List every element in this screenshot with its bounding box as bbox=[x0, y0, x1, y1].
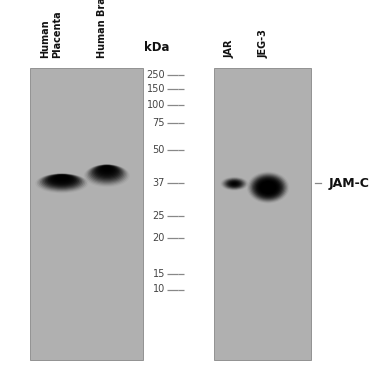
Ellipse shape bbox=[234, 183, 235, 184]
Ellipse shape bbox=[224, 178, 245, 189]
Text: 100: 100 bbox=[147, 100, 165, 110]
Ellipse shape bbox=[57, 176, 67, 179]
Ellipse shape bbox=[50, 175, 74, 184]
Ellipse shape bbox=[223, 178, 246, 190]
Ellipse shape bbox=[253, 176, 283, 199]
Bar bbox=[30, 68, 142, 360]
Ellipse shape bbox=[91, 165, 123, 182]
Ellipse shape bbox=[228, 181, 240, 187]
Ellipse shape bbox=[37, 174, 87, 192]
Ellipse shape bbox=[59, 176, 65, 178]
Ellipse shape bbox=[42, 174, 82, 189]
Ellipse shape bbox=[232, 183, 237, 185]
Ellipse shape bbox=[249, 173, 287, 202]
Ellipse shape bbox=[251, 174, 286, 201]
Ellipse shape bbox=[264, 185, 272, 190]
Text: 250: 250 bbox=[146, 70, 165, 80]
Text: kDa: kDa bbox=[144, 41, 170, 54]
Text: JEG-3: JEG-3 bbox=[258, 29, 268, 58]
Text: JAM-C: JAM-C bbox=[328, 177, 369, 189]
Ellipse shape bbox=[258, 180, 278, 195]
Bar bbox=[214, 68, 311, 360]
Ellipse shape bbox=[227, 180, 242, 188]
Ellipse shape bbox=[230, 182, 238, 186]
Ellipse shape bbox=[48, 174, 76, 186]
Ellipse shape bbox=[105, 166, 108, 168]
Ellipse shape bbox=[99, 166, 115, 174]
Ellipse shape bbox=[233, 183, 236, 184]
Text: 20: 20 bbox=[153, 233, 165, 243]
Ellipse shape bbox=[98, 165, 116, 176]
Ellipse shape bbox=[261, 182, 276, 193]
Ellipse shape bbox=[92, 165, 122, 180]
Ellipse shape bbox=[89, 165, 124, 183]
Text: 50: 50 bbox=[153, 145, 165, 155]
Ellipse shape bbox=[247, 172, 290, 203]
Ellipse shape bbox=[54, 175, 70, 181]
Ellipse shape bbox=[85, 164, 129, 186]
Ellipse shape bbox=[231, 182, 238, 185]
Ellipse shape bbox=[222, 177, 247, 190]
Ellipse shape bbox=[40, 174, 84, 190]
Ellipse shape bbox=[221, 177, 248, 190]
Text: Human Brain: Human Brain bbox=[97, 0, 107, 58]
Ellipse shape bbox=[228, 180, 241, 187]
Ellipse shape bbox=[88, 165, 126, 184]
Text: Human
Placenta: Human Placenta bbox=[40, 10, 62, 58]
Ellipse shape bbox=[45, 174, 79, 188]
Ellipse shape bbox=[93, 165, 120, 179]
Ellipse shape bbox=[38, 174, 85, 191]
Text: 25: 25 bbox=[153, 211, 165, 220]
Ellipse shape bbox=[262, 183, 274, 192]
Text: JAR: JAR bbox=[224, 40, 234, 58]
Ellipse shape bbox=[257, 179, 279, 196]
Ellipse shape bbox=[43, 174, 81, 189]
Ellipse shape bbox=[248, 172, 288, 202]
Ellipse shape bbox=[46, 174, 78, 186]
Ellipse shape bbox=[53, 175, 71, 183]
Text: 10: 10 bbox=[153, 285, 165, 294]
Ellipse shape bbox=[263, 184, 273, 191]
Ellipse shape bbox=[104, 166, 110, 170]
Text: 150: 150 bbox=[147, 84, 165, 94]
Ellipse shape bbox=[224, 179, 245, 189]
Ellipse shape bbox=[100, 166, 114, 173]
Ellipse shape bbox=[87, 164, 127, 185]
Text: 75: 75 bbox=[153, 118, 165, 128]
Ellipse shape bbox=[51, 175, 73, 183]
Ellipse shape bbox=[60, 176, 63, 177]
Ellipse shape bbox=[225, 179, 243, 188]
Ellipse shape bbox=[266, 186, 271, 189]
Ellipse shape bbox=[256, 178, 280, 197]
Ellipse shape bbox=[102, 166, 112, 172]
Text: 15: 15 bbox=[153, 269, 165, 279]
Ellipse shape bbox=[267, 187, 269, 188]
Ellipse shape bbox=[94, 165, 119, 178]
Ellipse shape bbox=[56, 176, 68, 180]
Text: 37: 37 bbox=[153, 178, 165, 188]
Ellipse shape bbox=[260, 181, 277, 194]
Ellipse shape bbox=[96, 165, 118, 177]
Ellipse shape bbox=[103, 166, 111, 171]
Ellipse shape bbox=[252, 176, 284, 200]
Ellipse shape bbox=[254, 177, 282, 198]
Ellipse shape bbox=[226, 180, 243, 188]
Ellipse shape bbox=[230, 181, 239, 186]
